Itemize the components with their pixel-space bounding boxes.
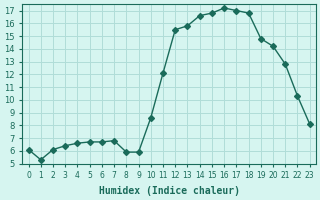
X-axis label: Humidex (Indice chaleur): Humidex (Indice chaleur) [99,186,240,196]
